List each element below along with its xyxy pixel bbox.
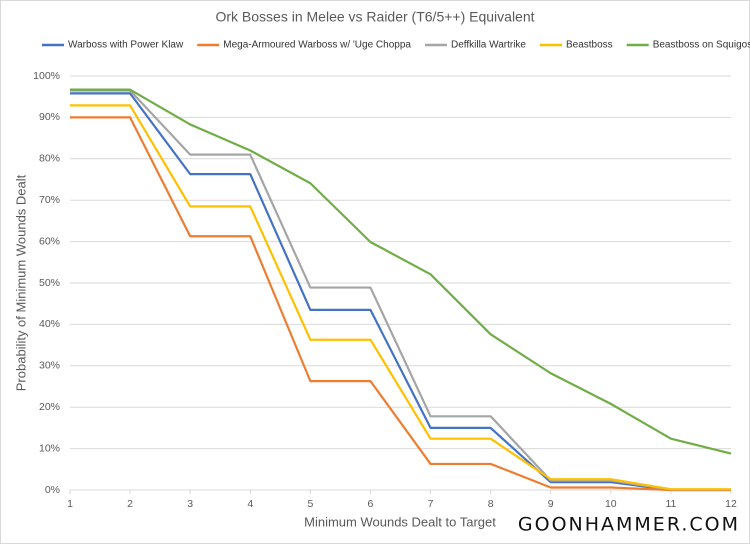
legend-label: Beastboss on Squigosaur <box>653 40 750 51</box>
y-tick-label: 60% <box>39 235 60 247</box>
y-tick-label: 50% <box>39 277 60 289</box>
x-tick-label: 4 <box>247 498 253 510</box>
x-axis-label: Minimum Wounds Dealt to Target <box>304 514 496 529</box>
x-tick-label: 8 <box>488 498 494 510</box>
y-tick-label: 30% <box>39 360 60 372</box>
y-tick-label: 100% <box>33 70 60 82</box>
y-axis-label: Probability of Minimum Wounds Dealt <box>13 174 28 391</box>
x-tick-label: 9 <box>548 498 554 510</box>
x-tick-label: 6 <box>368 498 374 510</box>
y-tick-label: 80% <box>39 153 60 165</box>
x-tick-label: 11 <box>665 498 676 510</box>
y-tick-label: 40% <box>39 318 60 330</box>
y-tick-label: 0% <box>45 484 60 496</box>
legend-label: Mega-Armoured Warboss w/ 'Uge Choppa <box>223 40 411 51</box>
x-tick-label: 5 <box>307 498 313 510</box>
x-tick-label: 1 <box>67 498 73 510</box>
series-line <box>70 88 732 455</box>
y-tick-label: 70% <box>39 194 60 206</box>
x-tick-label: 12 <box>725 498 737 510</box>
series-line <box>70 104 731 491</box>
chart-title: Ork Bosses in Melee vs Raider (T6/5++) E… <box>215 9 534 25</box>
legend-label: Warboss with Power Klaw <box>68 40 184 51</box>
x-tick-label: 10 <box>605 498 617 510</box>
y-tick-label: 10% <box>39 442 60 454</box>
watermark: GOONHAMMER.COM <box>518 514 740 536</box>
legend-label: Beastboss <box>566 40 613 51</box>
series-line <box>70 116 731 492</box>
legend-label: Deffkilla Wartrike <box>451 40 526 51</box>
x-tick-label: 3 <box>187 498 193 510</box>
x-tick-label: 2 <box>127 498 133 510</box>
series-line <box>70 92 731 492</box>
y-tick-label: 90% <box>39 111 60 123</box>
y-tick-label: 20% <box>39 401 60 413</box>
x-tick-label: 7 <box>428 498 434 510</box>
